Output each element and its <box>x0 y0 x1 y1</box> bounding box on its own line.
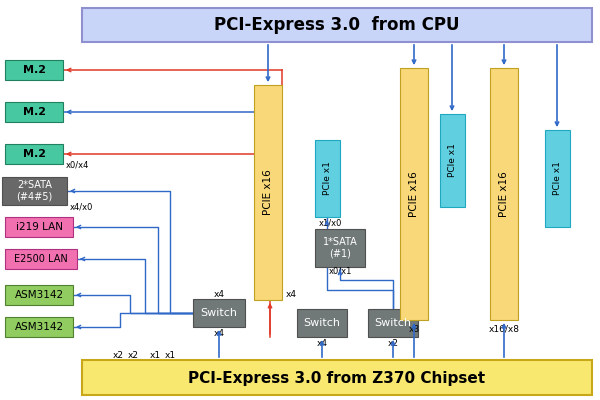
Text: x4: x4 <box>214 290 224 299</box>
Text: M.2: M.2 <box>23 149 46 159</box>
FancyBboxPatch shape <box>254 85 282 300</box>
FancyBboxPatch shape <box>315 140 340 217</box>
Text: x0/x4: x0/x4 <box>66 161 89 170</box>
FancyBboxPatch shape <box>5 317 73 337</box>
Text: PCIE x16: PCIE x16 <box>263 170 273 215</box>
Text: x2: x2 <box>113 351 124 360</box>
FancyBboxPatch shape <box>5 144 63 164</box>
FancyBboxPatch shape <box>82 8 592 42</box>
Text: x4/x0: x4/x0 <box>70 203 94 212</box>
Text: PCIe x1: PCIe x1 <box>448 144 457 178</box>
FancyBboxPatch shape <box>440 114 465 207</box>
Text: x0/x1: x0/x1 <box>328 267 352 276</box>
FancyBboxPatch shape <box>315 229 365 267</box>
Text: 2*SATA
(#4#5): 2*SATA (#4#5) <box>16 180 53 202</box>
Text: 1*SATA
(#1): 1*SATA (#1) <box>323 237 358 259</box>
Text: PCIe x1: PCIe x1 <box>323 162 332 196</box>
Text: PCIe x1: PCIe x1 <box>553 162 562 196</box>
FancyBboxPatch shape <box>5 60 63 80</box>
FancyBboxPatch shape <box>5 285 73 305</box>
FancyBboxPatch shape <box>5 249 77 269</box>
FancyBboxPatch shape <box>2 177 67 205</box>
Text: x1/x0: x1/x0 <box>319 218 341 227</box>
FancyBboxPatch shape <box>400 68 428 320</box>
Text: PCI-Express 3.0 from Z370 Chipset: PCI-Express 3.0 from Z370 Chipset <box>188 370 485 386</box>
FancyBboxPatch shape <box>490 68 518 320</box>
Text: E2500 LAN: E2500 LAN <box>14 254 68 264</box>
FancyBboxPatch shape <box>545 130 570 227</box>
FancyBboxPatch shape <box>193 299 245 327</box>
Text: x2: x2 <box>128 351 139 360</box>
Text: ASM3142: ASM3142 <box>14 290 64 300</box>
Text: x4: x4 <box>286 290 297 299</box>
FancyBboxPatch shape <box>5 102 63 122</box>
Text: x2: x2 <box>388 339 398 348</box>
Text: PCIE x16: PCIE x16 <box>499 171 509 217</box>
Text: x1: x1 <box>149 351 161 360</box>
Text: Switch: Switch <box>200 308 238 318</box>
Text: Switch: Switch <box>374 318 412 328</box>
Text: PCI-Express 3.0  from CPU: PCI-Express 3.0 from CPU <box>214 16 460 34</box>
FancyBboxPatch shape <box>5 217 73 237</box>
FancyBboxPatch shape <box>297 309 347 337</box>
Text: M.2: M.2 <box>23 107 46 117</box>
FancyBboxPatch shape <box>368 309 418 337</box>
Text: x4: x4 <box>214 329 224 338</box>
Text: x8: x8 <box>409 325 419 334</box>
Text: x16/x8: x16/x8 <box>488 325 520 334</box>
Text: i219 LAN: i219 LAN <box>16 222 62 232</box>
Text: x4: x4 <box>317 339 328 348</box>
FancyBboxPatch shape <box>82 360 592 395</box>
Text: Switch: Switch <box>304 318 341 328</box>
Text: x1: x1 <box>164 351 176 360</box>
Text: M.2: M.2 <box>23 65 46 75</box>
Text: PCIE x16: PCIE x16 <box>409 171 419 217</box>
Text: ASM3142: ASM3142 <box>14 322 64 332</box>
